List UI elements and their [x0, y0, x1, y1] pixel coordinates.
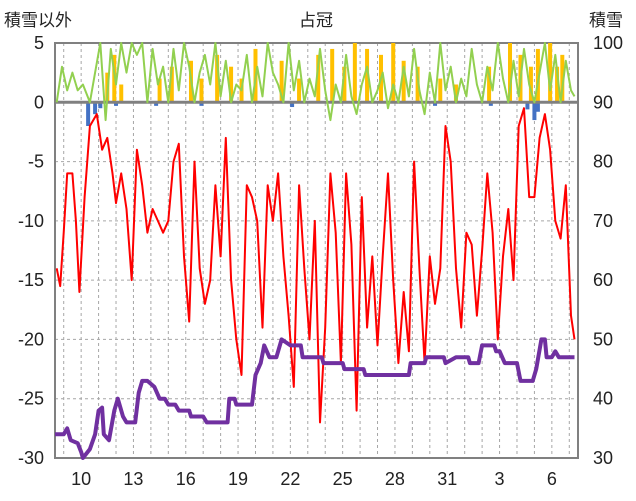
right-tick-label: 100 [593, 33, 623, 53]
precipitation-bar [528, 66, 533, 103]
x-tick-label: 22 [280, 469, 300, 489]
other-bar [433, 102, 438, 106]
other-bar [525, 102, 530, 110]
plot-area [54, 42, 579, 459]
precipitation-bar [401, 60, 406, 103]
precipitation-bar [169, 66, 174, 103]
other-bar [86, 102, 91, 126]
other-bar [290, 102, 295, 108]
precipitation-bar [415, 66, 420, 103]
precipitation-bar [316, 54, 321, 103]
x-tick-label: 3 [495, 469, 505, 489]
other-bar [199, 102, 204, 106]
series-lines [55, 42, 576, 460]
precipitation-bar [365, 48, 370, 103]
x-tick-label: 10 [71, 469, 91, 489]
precipitation-bar [391, 43, 396, 103]
precipitation-bar [508, 43, 513, 103]
other-bar [154, 102, 159, 106]
right-tick-label: 70 [593, 211, 613, 231]
precipitation-bar [297, 78, 302, 103]
precipitation-bar [330, 48, 335, 103]
right-tick-label: 50 [593, 329, 613, 349]
other-bar [93, 102, 98, 115]
right-axis-label: 積雪 [589, 11, 623, 31]
precipitation-bar [199, 78, 204, 103]
x-tick-label: 6 [547, 469, 557, 489]
left-tick-label: -25 [18, 389, 44, 409]
other-bar [488, 102, 493, 106]
right-axis: 100 90 80 70 60 50 40 30 [593, 33, 623, 468]
left-axis: 5 0 -5 -10 -15 -20 -25 -30 [18, 33, 44, 468]
precipitation-bar [279, 60, 284, 103]
x-tick-label: 28 [385, 469, 405, 489]
left-axis-label: 積雪以外 [4, 11, 72, 31]
x-tick-label: 13 [123, 469, 143, 489]
precipitation-bar [229, 66, 234, 103]
precipitation-bar [560, 54, 565, 103]
x-tick-label: 19 [228, 469, 248, 489]
left-tick-label: -15 [18, 270, 44, 290]
right-tick-label: 30 [593, 448, 613, 468]
other-bar [98, 102, 103, 109]
right-tick-label: 40 [593, 389, 613, 409]
left-tick-label: 5 [34, 33, 44, 53]
precipitation-bar [342, 66, 347, 103]
left-tick-label: -5 [28, 152, 44, 172]
precipitation-bar [548, 43, 553, 103]
other-bar [114, 102, 119, 106]
left-tick-label: -20 [18, 329, 44, 349]
snow_depth-line [55, 337, 575, 460]
x-tick-label: 31 [437, 469, 457, 489]
left-tick-label: -30 [18, 448, 44, 468]
chart-title: 占冠 [299, 11, 333, 31]
temperature-line [55, 107, 576, 424]
precipitation-bar [487, 66, 492, 103]
precipitation-bar [119, 84, 124, 103]
humidity-line [55, 42, 576, 122]
precipitation-bar [438, 78, 443, 103]
precipitation-bar [215, 54, 220, 103]
right-tick-label: 90 [593, 92, 613, 112]
precipitation-bar [535, 48, 540, 103]
precipitation-bar [453, 84, 458, 103]
other-bar [532, 102, 537, 121]
precipitation-bar [157, 78, 162, 103]
left-tick-label: 0 [34, 92, 44, 112]
x-tick-label: 25 [333, 469, 353, 489]
x-axis: 10 13 16 19 22 25 28 31 3 6 [71, 469, 557, 489]
left-tick-label: -10 [18, 211, 44, 231]
x-tick-label: 16 [176, 469, 196, 489]
right-tick-label: 60 [593, 270, 613, 290]
right-tick-label: 80 [593, 152, 613, 172]
precipitation-bar [555, 66, 560, 103]
other-bar [535, 102, 540, 112]
precipitation-bar [352, 43, 357, 103]
